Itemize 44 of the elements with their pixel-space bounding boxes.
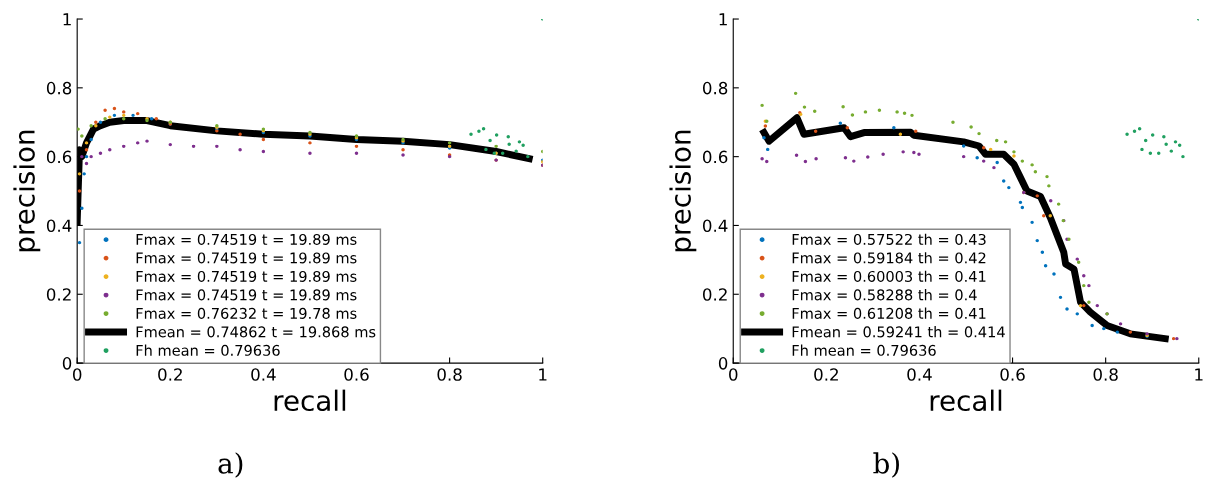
- legend-label: Fmean = 0.59241 th = 0.414: [792, 326, 1005, 338]
- y-axis-title: precision: [669, 130, 697, 252]
- x-axis-title: recall: [930, 389, 1002, 412]
- x-tick-label: 0.2: [814, 368, 838, 381]
- y-tick-label: 0: [718, 357, 728, 370]
- x-tick-label: 0.8: [437, 368, 462, 381]
- x-tick-label: 0.2: [158, 368, 182, 381]
- text: a): [218, 452, 243, 478]
- x-tick-label: 0.6: [1000, 368, 1025, 381]
- x-axis-title: recall: [274, 389, 346, 412]
- x-tick-label: 0.4: [907, 368, 932, 381]
- text: b): [873, 452, 899, 478]
- y-tick-label: 0.6: [46, 150, 72, 164]
- y-tick-label: 0.6: [702, 150, 728, 164]
- y-axis-title: precision: [13, 130, 41, 252]
- y-tick-label: 0: [62, 357, 72, 370]
- y-tick-label: 0.2: [702, 288, 727, 301]
- legend-label: Fmax = 0.74519 t = 19.89 ms: [136, 270, 357, 282]
- x-tick-label: 1: [539, 368, 547, 381]
- legend-label: Fmax = 0.74519 t = 19.89 ms: [136, 252, 357, 264]
- x-tick-label: 0.4: [251, 368, 276, 381]
- x-tick-label: 0: [729, 368, 738, 381]
- x-tick-label: 0.6: [344, 368, 369, 381]
- legend-label: Fmax = 0.59184 th = 0.42: [792, 252, 986, 264]
- legend-label: Fmax = 0.61208 th = 0.41: [792, 307, 986, 319]
- legend-label: Fh mean = 0.79636: [792, 344, 936, 356]
- y-tick-label: 0.8: [702, 81, 728, 95]
- legend-label: Fh mean = 0.79636: [136, 344, 280, 356]
- y-tick-label: 0.4: [702, 219, 728, 233]
- legend-label: Fmean = 0.74862 t = 19.868 ms: [136, 326, 376, 338]
- y-tick-label: 0.2: [46, 288, 71, 301]
- y-tick-label: 1: [63, 13, 71, 26]
- y-tick-label: 0.4: [46, 219, 72, 233]
- legend-label: Fmax = 0.76232 t = 19.78 ms: [136, 307, 357, 319]
- legend-label: Fmax = 0.60003 th = 0.41: [792, 270, 986, 282]
- y-tick-label: 0.8: [46, 81, 72, 95]
- x-tick-label: 1: [1195, 368, 1203, 381]
- x-tick-label: 0: [72, 368, 82, 381]
- x-tick-label: 0.8: [1093, 368, 1118, 381]
- legend-label: Fmax = 0.74519 t = 19.89 ms: [136, 289, 357, 301]
- legend-label: Fmax = 0.57522 th = 0.43: [792, 233, 986, 245]
- legend-label: Fmax = 0.58288 th = 0.4: [792, 289, 977, 301]
- y-tick-label: 1: [719, 13, 727, 26]
- legend-label: Fmax = 0.74519 t = 19.89 ms: [136, 233, 357, 245]
